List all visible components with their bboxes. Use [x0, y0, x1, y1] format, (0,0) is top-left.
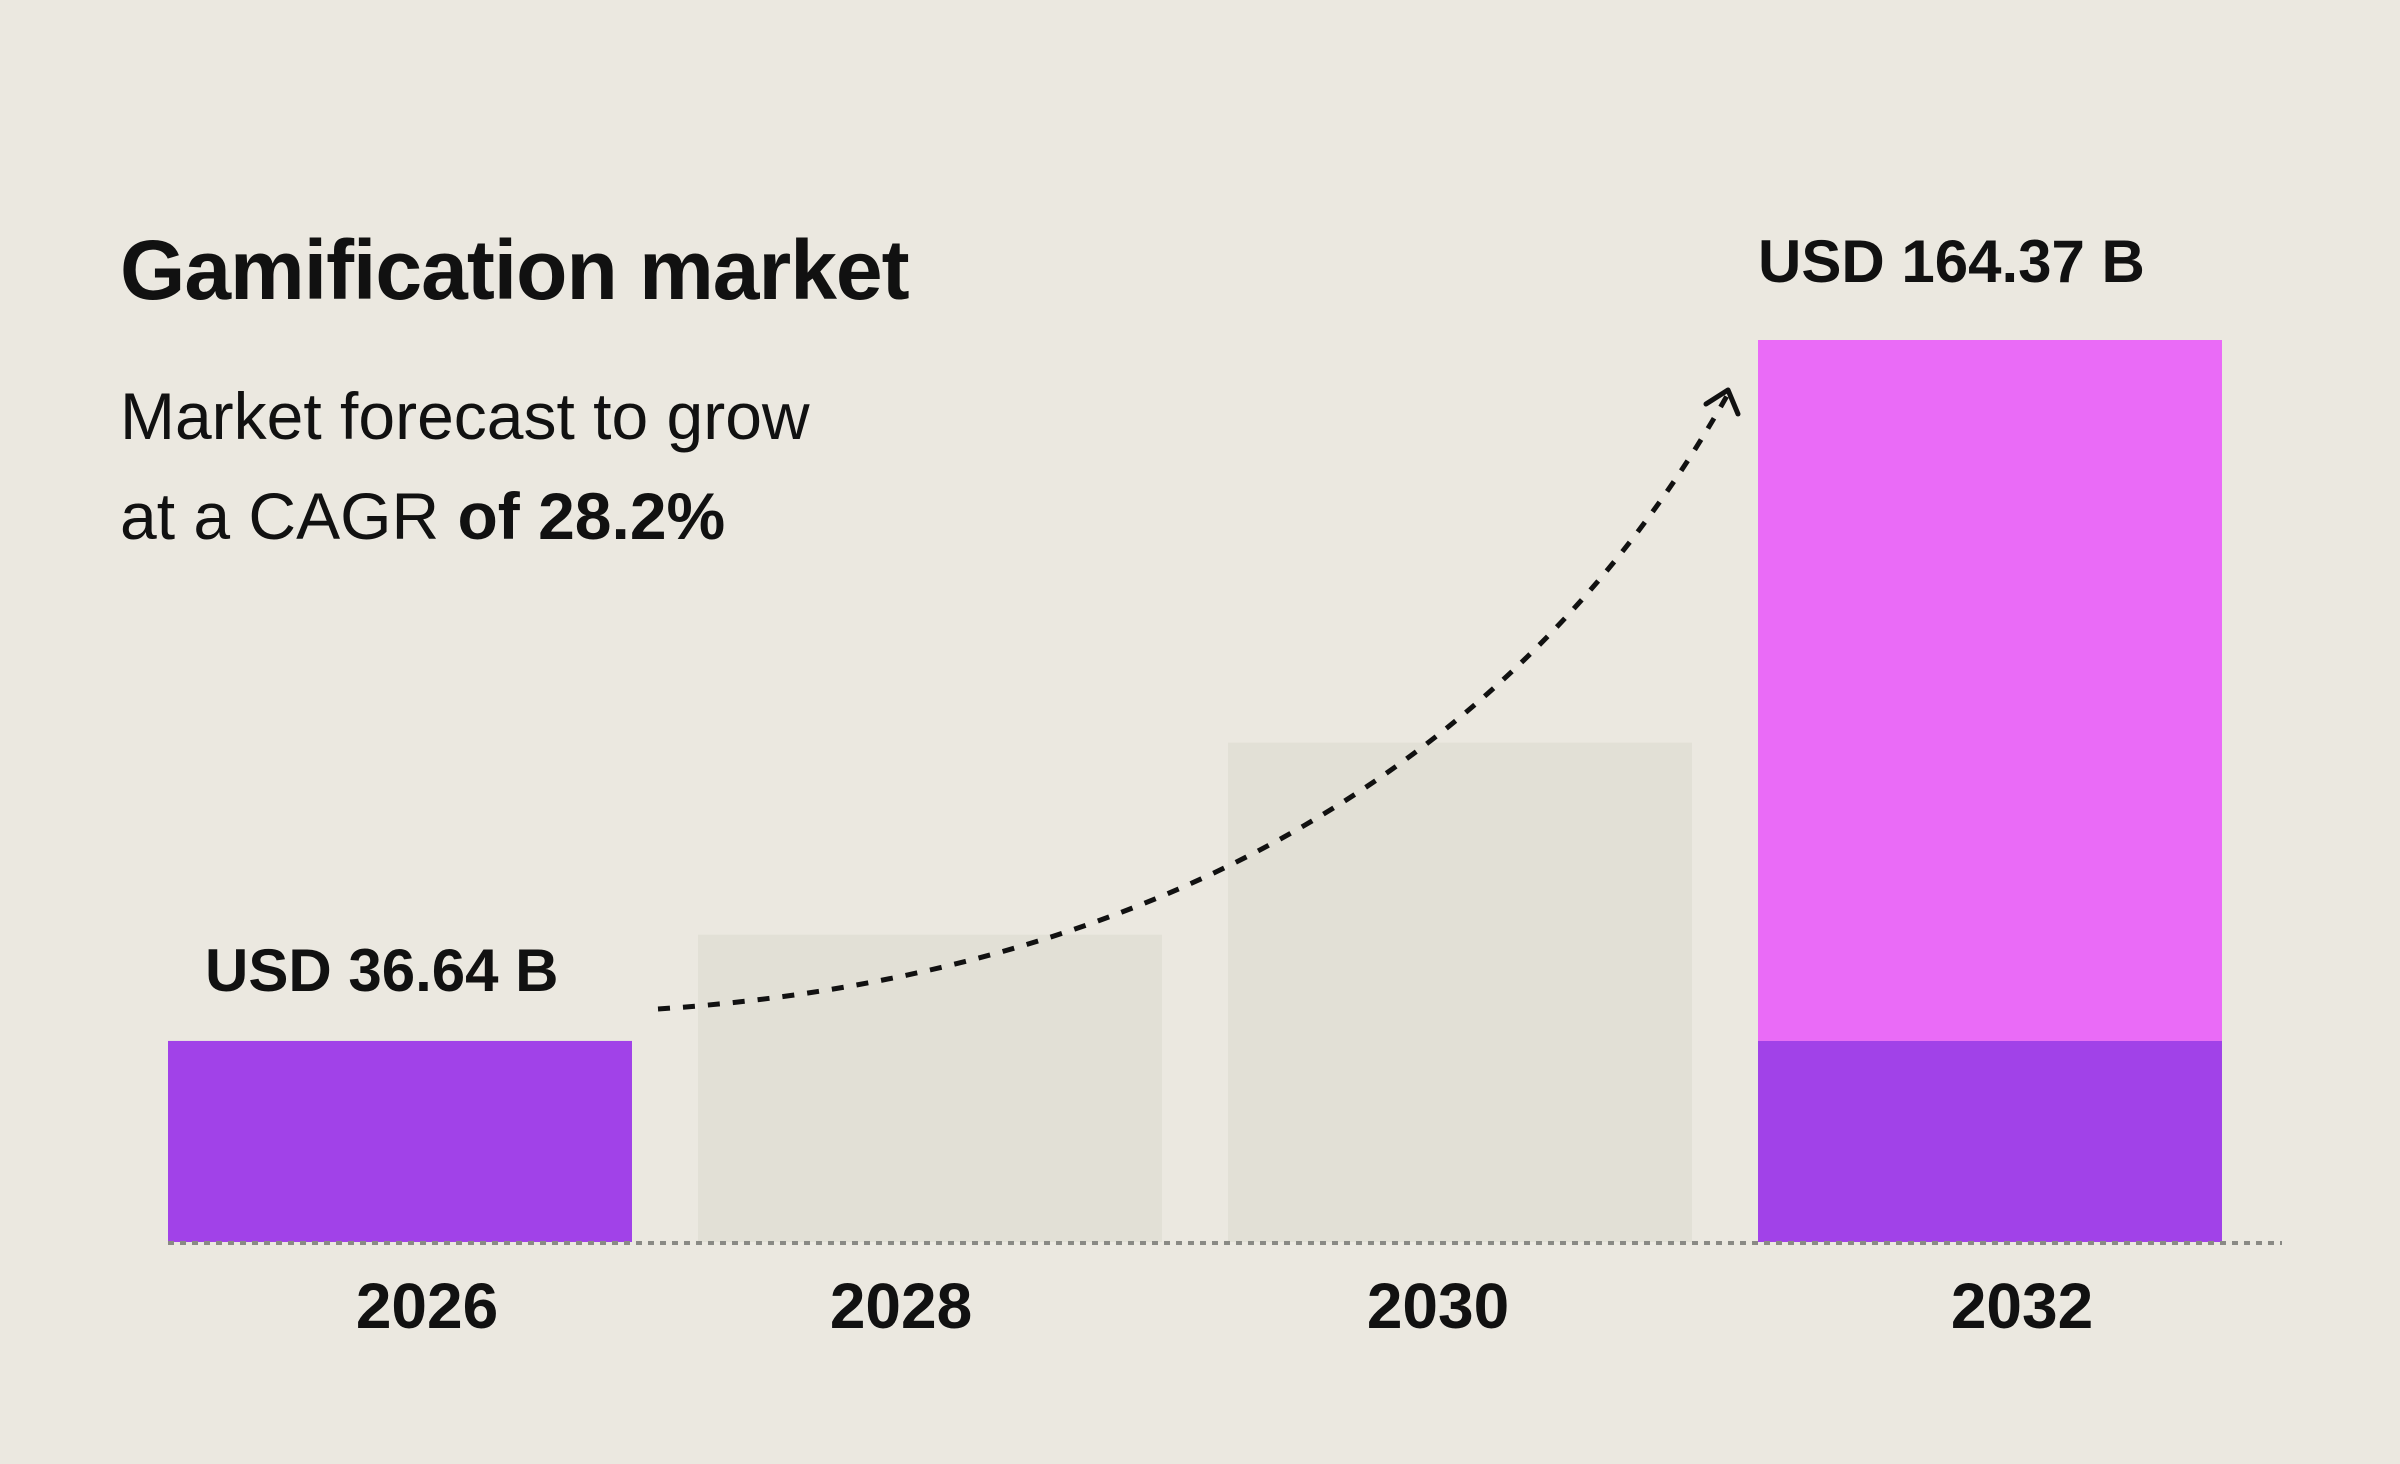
chart-subtitle: Market forecast to grow at a CAGR of 28.…: [120, 366, 810, 566]
subtitle-line-1: Market forecast to grow: [120, 379, 810, 453]
bar-2026: [168, 1040, 632, 1242]
chart-title: Gamification market: [120, 223, 910, 317]
growth-arrow-head: [1703, 387, 1741, 417]
value-label-2032: USD 164.37 B: [1758, 228, 2145, 295]
bar-growth-2032: [1758, 340, 2222, 1041]
x-tick-label-2026: 2026: [356, 1270, 498, 1342]
x-tick-label-2032: 2032: [1951, 1270, 2093, 1342]
x-tick-label-2030: 2030: [1367, 1270, 1509, 1342]
x-tick-label-2028: 2028: [830, 1270, 972, 1342]
subtitle-cagr-value: of 28.2%: [457, 479, 726, 553]
bar-2032: [1758, 1040, 2222, 1242]
bar-2030: [1228, 742, 1692, 1242]
value-label-2026: USD 36.64 B: [205, 937, 559, 1004]
bar-2028: [698, 934, 1162, 1242]
subtitle-cagr-prefix: at a CAGR: [120, 479, 458, 553]
subtitle-line-2: at a CAGR of 28.2%: [120, 466, 810, 566]
